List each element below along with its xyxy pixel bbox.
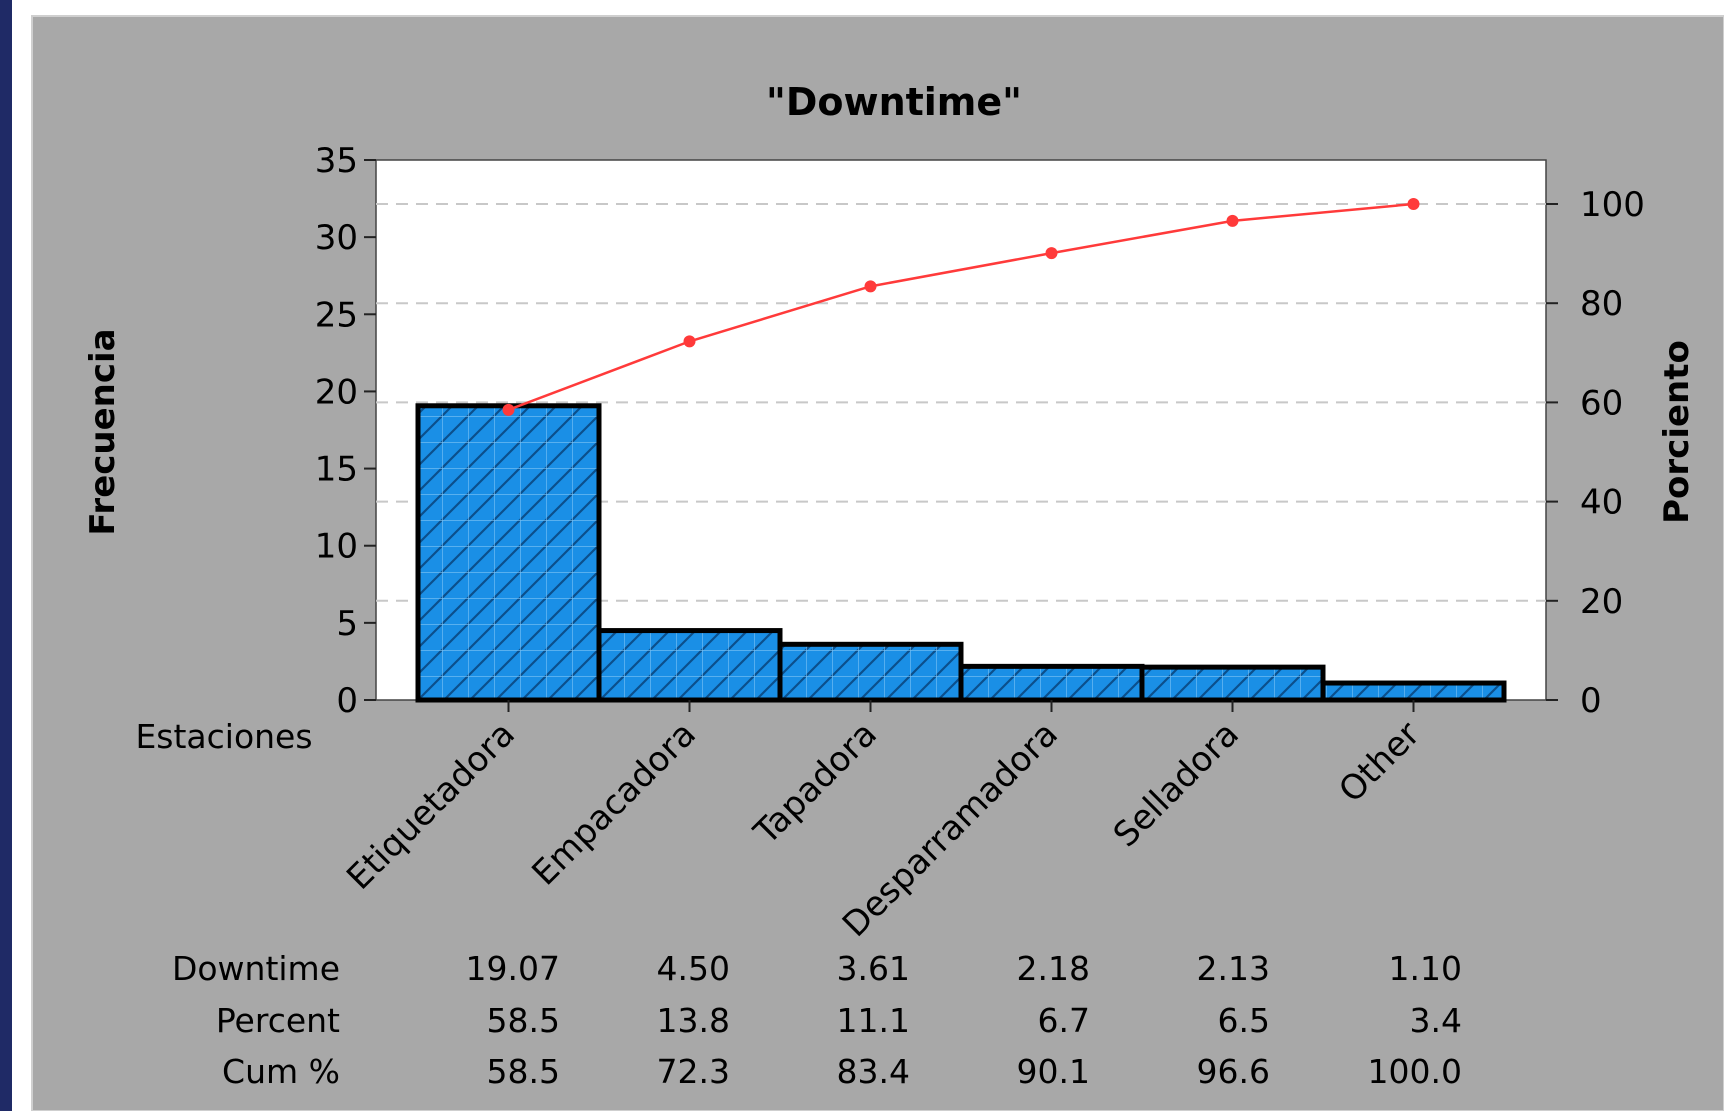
grid-lines — [376, 203, 1546, 602]
right-tick-label: 40 — [1580, 483, 1623, 523]
right-tick-label: 0 — [1580, 681, 1602, 721]
table-cell: 1.10 — [1389, 949, 1462, 988]
right-tick-label: 100 — [1580, 185, 1645, 225]
right-axis: 0 20 40 60 80 100 — [1546, 185, 1645, 721]
right-tick-label: 80 — [1580, 284, 1623, 324]
cumulative-polyline — [508, 202, 1414, 412]
bar — [958, 663, 1145, 703]
table-cell: 100.0 — [1368, 1052, 1462, 1091]
cumulative-point — [864, 280, 877, 293]
y2-axis-label: Porciento — [1657, 340, 1697, 524]
table-cell: 2.13 — [1197, 949, 1270, 988]
table-cell: 83.4 — [837, 1052, 910, 1091]
table-row-label: Cum % — [222, 1052, 340, 1091]
table-cell: 72.3 — [657, 1052, 730, 1091]
table-cell: 3.4 — [1410, 1001, 1462, 1040]
table-cell: 58.5 — [487, 1001, 560, 1040]
table-cell: 3.61 — [837, 949, 910, 988]
y-axis-label: Frecuencia — [83, 328, 123, 535]
cumulative-point — [683, 335, 696, 348]
cumulative-point — [1226, 214, 1239, 227]
table-cell: 4.50 — [657, 949, 730, 988]
left-tick-label: 30 — [315, 218, 358, 258]
bar — [1139, 664, 1326, 703]
bar — [596, 628, 783, 703]
factor-label: Estaciones — [135, 717, 312, 756]
cumulative-line — [502, 198, 1420, 416]
table-cell: 90.1 — [1017, 1052, 1090, 1091]
table-row-label: Downtime — [172, 949, 340, 988]
table-cell: 11.1 — [837, 1001, 910, 1040]
left-tick-label: 15 — [315, 450, 358, 490]
left-tick-label: 35 — [315, 141, 358, 181]
left-axis: 0 5 10 15 20 25 30 35 — [315, 141, 376, 721]
bar — [1320, 680, 1507, 703]
left-tick-label: 0 — [336, 681, 358, 721]
cumulative-point — [1045, 247, 1058, 260]
table-cell: 96.6 — [1197, 1052, 1270, 1091]
cumulative-point — [1407, 198, 1420, 210]
table-cell: 13.8 — [657, 1001, 730, 1040]
frame-left-border — [0, 0, 12, 1111]
table-cell: 58.5 — [487, 1052, 560, 1091]
table-cell: 6.7 — [1038, 1001, 1090, 1040]
left-tick-label: 5 — [336, 604, 358, 644]
table-row-label: Percent — [216, 1001, 340, 1040]
table-cell: 6.5 — [1218, 1001, 1270, 1040]
table-cell: 2.18 — [1017, 949, 1090, 988]
data-table: Downtime 19.07 4.50 3.61 2.18 2.13 1.10 Percent… — [172, 949, 1462, 1091]
left-tick-label: 20 — [315, 372, 358, 412]
bar — [777, 641, 964, 703]
right-tick-label: 60 — [1580, 383, 1623, 423]
bar — [415, 403, 602, 703]
cumulative-point — [502, 403, 515, 416]
chart-title: "Downtime" — [766, 80, 1022, 124]
left-tick-label: 10 — [315, 527, 358, 567]
right-tick-label: 20 — [1580, 582, 1623, 622]
table-cell: 19.07 — [466, 949, 560, 988]
left-tick-label: 25 — [315, 295, 358, 335]
